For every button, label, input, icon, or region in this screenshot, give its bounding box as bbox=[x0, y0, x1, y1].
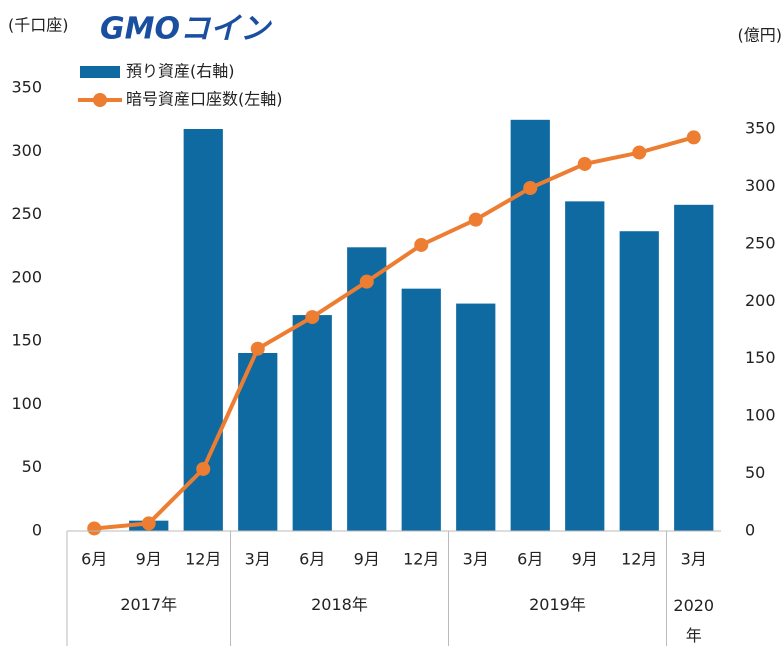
x-tick-label: 3月 bbox=[245, 550, 271, 569]
y2-tick-label: 50 bbox=[745, 463, 765, 482]
x-tick-label: 3月 bbox=[681, 550, 707, 569]
y2-axis-label: (億円) bbox=[738, 26, 783, 45]
line-marker bbox=[141, 516, 156, 531]
line-marker bbox=[305, 310, 320, 325]
line-marker bbox=[196, 461, 211, 476]
y2-tick-label: 300 bbox=[745, 176, 776, 195]
y2-tick-label: 350 bbox=[745, 119, 776, 138]
y-tick-label: 50 bbox=[22, 457, 42, 476]
y2-tick-label: 150 bbox=[745, 348, 776, 367]
line-marker bbox=[632, 145, 647, 160]
group-label: 2020年 bbox=[673, 596, 715, 645]
y-tick-label: 150 bbox=[11, 331, 42, 350]
y-tick-label: 350 bbox=[11, 78, 42, 97]
line-marker bbox=[359, 274, 374, 289]
bar bbox=[565, 201, 605, 532]
y-axis-label: (千口座) bbox=[8, 16, 69, 35]
bar bbox=[674, 204, 714, 531]
y-tick-label: 0 bbox=[32, 521, 42, 540]
x-tick-label: 9月 bbox=[136, 550, 162, 569]
logo: GMOコイン bbox=[100, 12, 272, 47]
x-tick-label: 12月 bbox=[403, 550, 439, 569]
y2-tick-label: 250 bbox=[745, 233, 776, 252]
x-tick-label: 6月 bbox=[81, 550, 107, 569]
line-marker bbox=[686, 130, 701, 145]
y-tick-label: 100 bbox=[11, 394, 42, 413]
group-label: 2019年 bbox=[529, 595, 586, 614]
y2-tick-label: 0 bbox=[745, 521, 755, 540]
y2-tick-label: 200 bbox=[745, 291, 776, 310]
legend-label: 暗号資産口座数(左軸) bbox=[126, 90, 283, 109]
legend-swatch bbox=[80, 66, 120, 78]
y-tick-label: 200 bbox=[11, 267, 42, 286]
line bbox=[94, 135, 695, 531]
line-marker bbox=[250, 341, 265, 356]
line-marker bbox=[523, 180, 538, 195]
line-marker bbox=[414, 237, 429, 252]
bar bbox=[619, 231, 659, 532]
x-tick-label: 3月 bbox=[463, 550, 489, 569]
line-marker bbox=[468, 212, 483, 227]
bar bbox=[347, 247, 387, 531]
x-tick-label: 6月 bbox=[299, 550, 325, 569]
group-label: 2018年 bbox=[311, 595, 368, 614]
line-marker bbox=[577, 156, 592, 171]
bar bbox=[456, 303, 496, 531]
bar bbox=[401, 288, 441, 531]
bar bbox=[292, 315, 332, 531]
group-label: 2017年 bbox=[120, 595, 178, 614]
x-tick-label: 9月 bbox=[354, 550, 380, 569]
x-tick-label: 12月 bbox=[185, 550, 221, 569]
x-tick-label: 6月 bbox=[517, 550, 543, 569]
line-marker bbox=[87, 521, 102, 536]
x-tick-label: 9月 bbox=[572, 550, 598, 569]
y2-tick-label: 100 bbox=[745, 406, 776, 425]
legend-label: 預り資産(右軸) bbox=[126, 62, 235, 81]
y-tick-label: 250 bbox=[11, 204, 42, 223]
x-tick-label: 12月 bbox=[621, 550, 657, 569]
y-tick-label: 300 bbox=[11, 141, 42, 160]
legend-swatch bbox=[93, 93, 107, 107]
bar bbox=[238, 352, 278, 531]
